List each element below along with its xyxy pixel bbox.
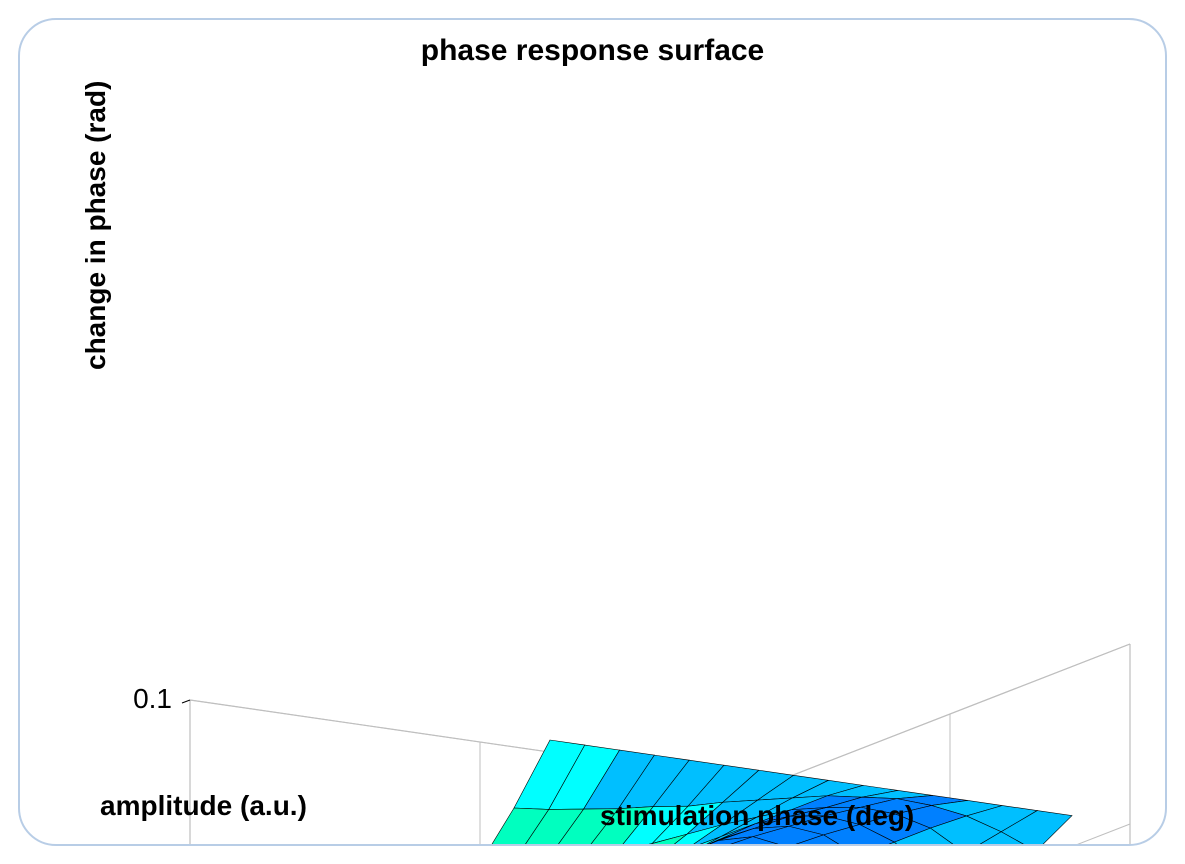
surface-chart: -0.2-0.100.100.050.10200400 xyxy=(20,20,1165,844)
svg-text:0.1: 0.1 xyxy=(133,683,172,714)
chart-panel: phase response surface -0.2-0.100.100.05… xyxy=(18,18,1167,846)
y-axis-label: amplitude (a.u.) xyxy=(100,790,307,822)
x-axis-label: stimulation phase (deg) xyxy=(600,800,914,832)
z-axis-label: change in phase (rad) xyxy=(80,81,112,370)
